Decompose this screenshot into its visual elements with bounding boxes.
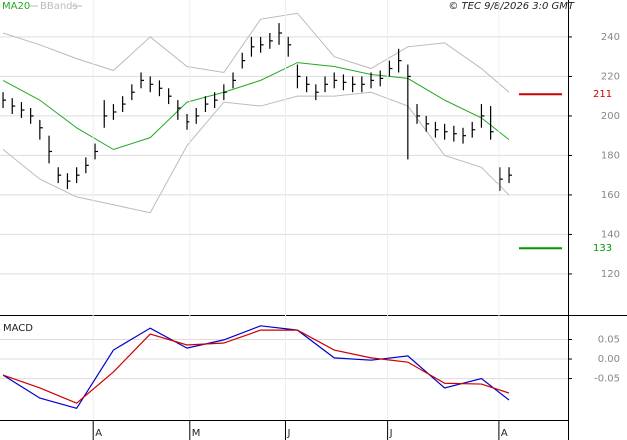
price-panel <box>0 0 568 315</box>
macd-line <box>2 329 510 404</box>
y-tick-label: 0.00 <box>598 354 620 365</box>
y-tick-label: 240 <box>601 32 620 43</box>
ma-line <box>2 62 510 151</box>
y-tick-label: 0.05 <box>598 334 620 345</box>
y-tick-label: 180 <box>601 150 620 161</box>
y-tick-label: 140 <box>601 229 620 240</box>
band-line <box>2 12 510 93</box>
y-tick-label: 160 <box>601 190 620 201</box>
y-tick-label: 200 <box>601 111 620 122</box>
x-tick-label: A <box>501 428 508 439</box>
legend-entry: MA20 <box>2 1 30 12</box>
macd-line <box>2 325 510 409</box>
level-label: 133 <box>593 243 612 254</box>
x-tick-label: J <box>286 428 290 439</box>
credit: © TEC 9/8/2026 3:0 GMT <box>448 1 575 12</box>
x-tick-label: M <box>192 428 201 439</box>
y-tick-label: 220 <box>601 71 620 82</box>
x-tick-label: J <box>389 428 393 439</box>
y-tick-label: 120 <box>601 269 620 280</box>
legend-entry: BBands <box>40 1 78 12</box>
x-tick-label: A <box>95 428 102 439</box>
band-line <box>2 91 510 214</box>
panel-title: MACD <box>3 323 33 334</box>
y-tick-label: -0.05 <box>594 374 620 385</box>
level-label: 211 <box>593 89 612 100</box>
